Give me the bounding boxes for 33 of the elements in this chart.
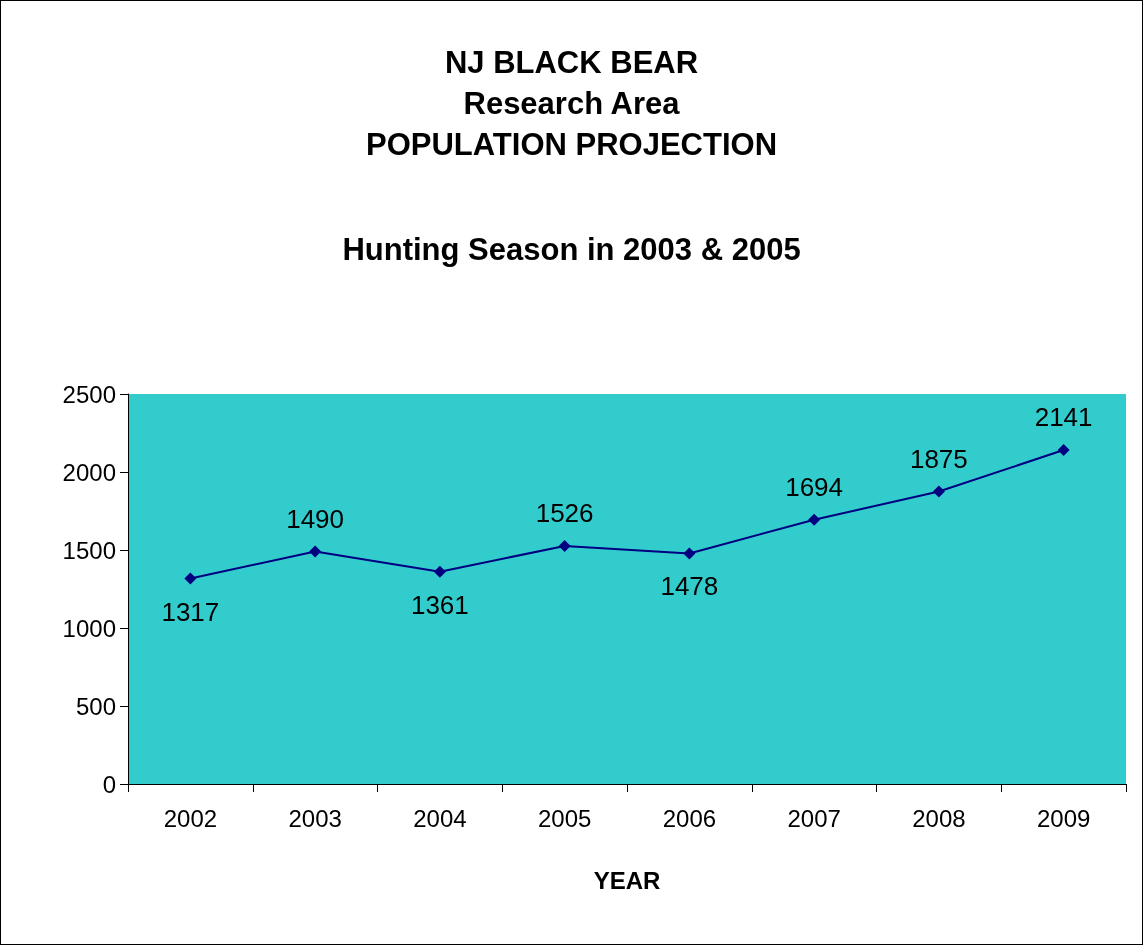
chart-subtitle: Hunting Season in 2003 & 2005	[342, 232, 801, 267]
data-label: 1526	[535, 497, 594, 528]
y-tick-label: 1500	[62, 536, 116, 564]
data-label: 1694	[785, 471, 844, 502]
point	[683, 547, 696, 560]
x-tick-label: 2008	[912, 804, 966, 832]
x-tick-label: 2004	[413, 804, 467, 832]
x-tick-label: 2005	[537, 804, 592, 832]
y-tick-label: 1000	[62, 614, 116, 642]
data-label: 1317	[161, 596, 220, 627]
y-tick-label: 500	[75, 692, 116, 720]
chart-title: NJ BLACK BEAR Research Area POPULATION PROJECTION	[365, 45, 778, 162]
x-tick-label: 2002	[163, 804, 218, 832]
point	[808, 513, 821, 526]
y-tick-label: 2000	[62, 458, 116, 486]
x-tick-label: 2003	[288, 804, 342, 832]
data-label: 1478	[660, 571, 719, 602]
data-label: 1875	[909, 443, 968, 474]
data-label: 1361	[410, 589, 469, 620]
y-tick-label: 2500	[62, 380, 116, 408]
x-tick-label: 2007	[787, 804, 841, 832]
point	[184, 572, 197, 585]
x-axis-title: YEAR	[593, 866, 661, 894]
data-label: 1490	[286, 503, 345, 534]
point	[309, 545, 322, 558]
x-tick-label: 2009	[1036, 804, 1091, 832]
point	[932, 485, 945, 498]
point	[433, 565, 446, 578]
x-tick-label: 2006	[662, 804, 717, 832]
point	[1057, 444, 1070, 456]
y-tick-label: 0	[102, 770, 116, 798]
point	[558, 539, 571, 552]
data-label: 2141	[1034, 402, 1093, 432]
